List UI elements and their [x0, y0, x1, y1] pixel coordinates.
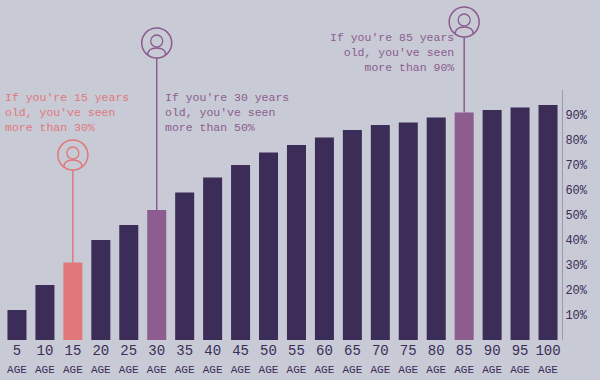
svg-text:80AGE: 80AGE	[426, 343, 446, 376]
svg-text:10AGE: 10AGE	[35, 343, 55, 376]
svg-text:80%: 80%	[565, 134, 587, 148]
svg-text:40%: 40%	[565, 234, 587, 248]
svg-text:70AGE: 70AGE	[370, 343, 390, 376]
svg-text:85AGE: 85AGE	[454, 343, 474, 376]
svg-text:If you're 15 yearsold, you've: If you're 15 yearsold, you've seenmore t…	[5, 91, 129, 134]
svg-text:10%: 10%	[565, 309, 587, 323]
svg-text:If you're 85 yearsold, you've: If you're 85 yearsold, you've seenmore t…	[330, 31, 454, 74]
svg-text:50AGE: 50AGE	[259, 343, 279, 376]
svg-text:90AGE: 90AGE	[482, 343, 502, 376]
svg-text:40AGE: 40AGE	[203, 343, 223, 376]
svg-text:30%: 30%	[565, 259, 587, 273]
svg-text:30AGE: 30AGE	[147, 343, 167, 376]
svg-text:55AGE: 55AGE	[287, 343, 307, 376]
svg-text:35AGE: 35AGE	[175, 343, 195, 376]
svg-text:5AGE: 5AGE	[7, 343, 27, 376]
svg-text:15AGE: 15AGE	[63, 343, 83, 376]
svg-text:90%: 90%	[565, 109, 587, 123]
svg-text:20AGE: 20AGE	[91, 343, 111, 376]
svg-text:25AGE: 25AGE	[119, 343, 139, 376]
svg-text:65AGE: 65AGE	[342, 343, 362, 376]
svg-text:20%: 20%	[565, 284, 587, 298]
svg-text:100AGE: 100AGE	[535, 343, 560, 376]
svg-text:60%: 60%	[565, 184, 587, 198]
svg-text:50%: 50%	[565, 209, 587, 223]
svg-text:60AGE: 60AGE	[315, 343, 335, 376]
svg-text:95AGE: 95AGE	[510, 343, 530, 376]
svg-text:45AGE: 45AGE	[231, 343, 251, 376]
svg-text:75AGE: 75AGE	[398, 343, 418, 376]
svg-text:If you're 30 yearsold, you've: If you're 30 yearsold, you've seenmore t…	[165, 91, 289, 134]
svg-text:70%: 70%	[565, 159, 587, 173]
